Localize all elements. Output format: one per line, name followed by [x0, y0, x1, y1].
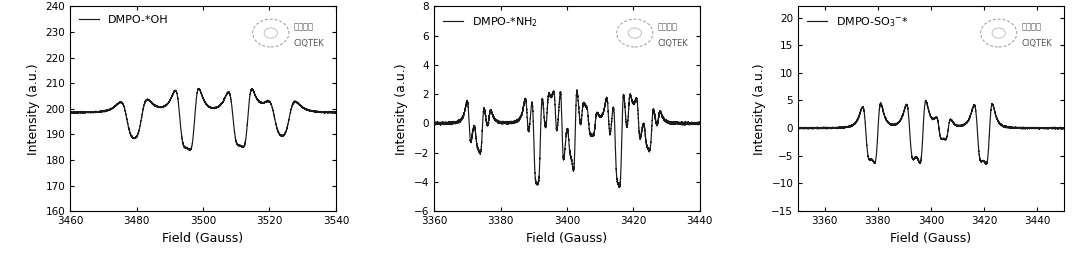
Text: 国仪量子: 国仪量子 — [1022, 23, 1041, 32]
X-axis label: Field (Gauss): Field (Gauss) — [526, 232, 608, 244]
X-axis label: Field (Gauss): Field (Gauss) — [890, 232, 972, 244]
Y-axis label: Intensity (a.u.): Intensity (a.u.) — [753, 63, 766, 155]
Y-axis label: Intensity (a.u.): Intensity (a.u.) — [395, 63, 408, 155]
Legend: DMPO-*NH$_2$: DMPO-*NH$_2$ — [440, 12, 541, 32]
Text: CIQTEK: CIQTEK — [294, 39, 324, 48]
Text: 国仪量子: 国仪量子 — [294, 23, 313, 32]
Text: 国仪量子: 国仪量子 — [658, 23, 677, 32]
Legend: DMPO-*OH: DMPO-*OH — [76, 12, 172, 29]
Y-axis label: Intensity (a.u.): Intensity (a.u.) — [27, 63, 40, 155]
Legend: DMPO-SO$_3$$^{-}$*: DMPO-SO$_3$$^{-}$* — [804, 12, 913, 32]
Text: CIQTEK: CIQTEK — [1022, 39, 1052, 48]
Text: CIQTEK: CIQTEK — [658, 39, 688, 48]
X-axis label: Field (Gauss): Field (Gauss) — [162, 232, 244, 244]
